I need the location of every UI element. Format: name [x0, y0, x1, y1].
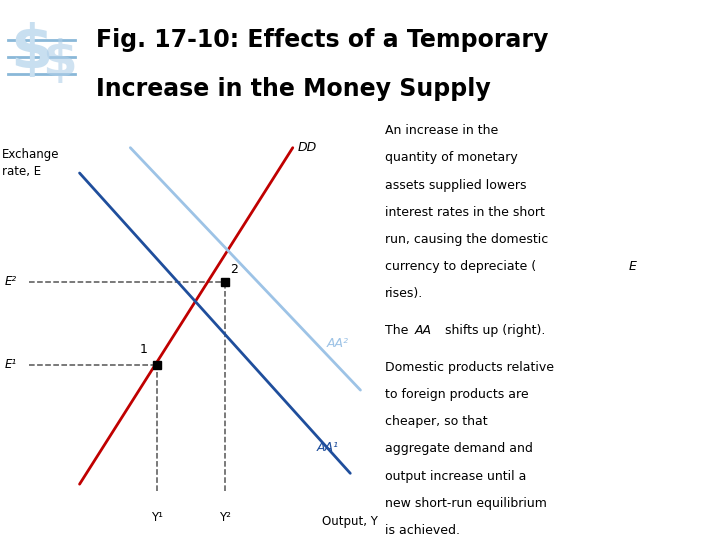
Text: 17-29: 17-29: [679, 520, 709, 530]
Text: is achieved.: is achieved.: [385, 524, 460, 537]
Text: $: $: [42, 38, 77, 86]
Text: 2: 2: [230, 263, 238, 276]
Text: 1: 1: [140, 343, 147, 356]
Text: AA¹: AA¹: [317, 442, 338, 455]
Text: E²: E²: [5, 275, 17, 288]
Text: The: The: [385, 324, 413, 337]
Text: currency to depreciate (: currency to depreciate (: [385, 260, 536, 273]
Text: E¹: E¹: [5, 358, 17, 372]
Text: AA: AA: [415, 324, 432, 337]
Text: Output, Y: Output, Y: [323, 515, 378, 528]
Text: shifts up (right).: shifts up (right).: [441, 324, 546, 337]
Text: E: E: [629, 260, 636, 273]
Text: rises).: rises).: [385, 287, 423, 300]
Text: DD: DD: [298, 141, 317, 154]
Text: new short-run equilibrium: new short-run equilibrium: [385, 497, 547, 510]
Text: Copyright ©2015 Pearson Education, Inc. All rights reserved.: Copyright ©2015 Pearson Education, Inc. …: [11, 520, 330, 530]
Text: Fig. 17-10: Effects of a Temporary: Fig. 17-10: Effects of a Temporary: [96, 28, 548, 52]
Text: Y¹: Y¹: [151, 511, 163, 524]
Text: run, causing the domestic: run, causing the domestic: [385, 233, 549, 246]
Text: interest rates in the short: interest rates in the short: [385, 206, 545, 219]
Text: to foreign products are: to foreign products are: [385, 388, 528, 401]
Text: Domestic products relative: Domestic products relative: [385, 361, 554, 374]
Text: Y²: Y²: [219, 511, 231, 524]
Text: output increase until a: output increase until a: [385, 470, 526, 483]
Text: Exchange
rate, E: Exchange rate, E: [1, 147, 59, 178]
Text: aggregate demand and: aggregate demand and: [385, 442, 533, 455]
Text: An increase in the: An increase in the: [385, 124, 498, 137]
Text: AA²: AA²: [327, 336, 348, 349]
Text: Increase in the Money Supply: Increase in the Money Supply: [96, 77, 490, 101]
Text: $: $: [10, 22, 53, 80]
Text: assets supplied lowers: assets supplied lowers: [385, 179, 527, 192]
Text: cheaper, so that: cheaper, so that: [385, 415, 488, 428]
Text: quantity of monetary: quantity of monetary: [385, 151, 518, 164]
